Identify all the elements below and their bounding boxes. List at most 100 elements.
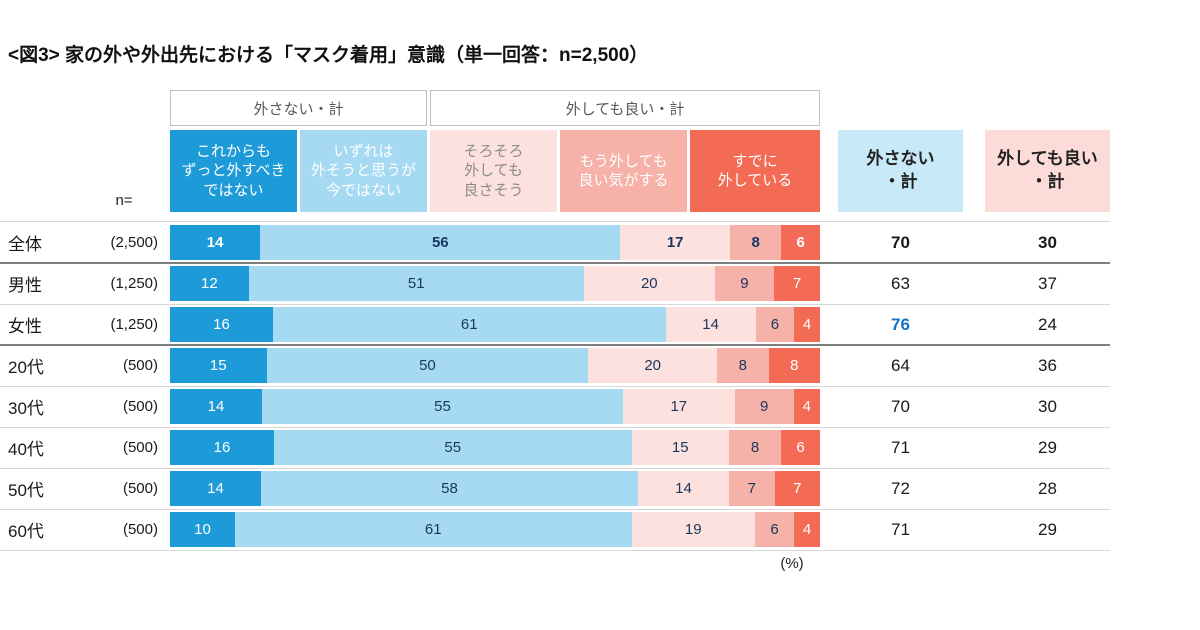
stacked-bar: 15 50 20 8 8	[170, 348, 820, 383]
group-header-ok-remove-total: 外しても良い・計	[430, 90, 820, 126]
bar-segment-1: 51	[248, 266, 584, 301]
bar-segment-3: 6	[755, 307, 795, 342]
summary-keep-on-total: 70	[891, 232, 910, 252]
row-divider	[0, 509, 1110, 510]
bar-segment-0: 10	[170, 512, 235, 547]
bar-segment-0: 15	[170, 348, 267, 383]
summary-keep-on-total: 71	[891, 519, 910, 539]
row-n-value: (500)	[122, 398, 158, 415]
stacked-bar: 10 61 19 6 4	[170, 512, 820, 547]
bar-segment-1: 50	[266, 348, 589, 383]
stacked-bar: 12 51 20 9 7	[170, 266, 820, 301]
bar-segment-3: 8	[729, 225, 782, 260]
bar-segment-0: 12	[170, 266, 249, 301]
bar-segment-2: 19	[631, 512, 755, 547]
bar-segment-3: 8	[729, 430, 781, 465]
legend-item-1: いずれは 外そうと思うが 今ではない	[300, 130, 427, 212]
row-divider	[0, 344, 1110, 346]
chart-row-7: 60代 (500) 10 61 19 6 4 71 29	[0, 509, 1110, 550]
stacked-bar: 14 55 17 9 4	[170, 389, 820, 424]
row-divider	[0, 427, 1110, 428]
row-category-label: 50代	[8, 481, 44, 500]
row-n-value: (500)	[122, 480, 158, 497]
unit-percent-label: (%)	[780, 555, 804, 572]
bar-segment-3: 8	[717, 348, 769, 383]
bar-segment-2: 20	[588, 348, 718, 383]
bar-segment-2: 15	[631, 430, 729, 465]
bar-segment-3: 7	[729, 471, 775, 506]
row-divider	[0, 468, 1110, 469]
bar-segment-4: 7	[774, 471, 820, 506]
row-category-label: 男性	[8, 276, 42, 295]
chart-row-3: 20代 (500) 15 50 20 8 8 64 36	[0, 345, 1110, 386]
summary-ok-remove-total: 30	[1038, 232, 1057, 252]
summary-ok-remove-total: 36	[1038, 355, 1057, 375]
chart-row-4: 30代 (500) 14 55 17 9 4 70 30	[0, 386, 1110, 427]
row-category-label: 全体	[8, 235, 42, 254]
chart-row-2: 女性 (1,250) 16 61 14 6 4 76 24	[0, 304, 1110, 345]
row-n-value: (500)	[122, 521, 158, 538]
group-header-keep-on-total: 外さない・計	[170, 90, 427, 126]
table-top-border	[0, 221, 1110, 222]
row-divider	[0, 262, 1110, 264]
bar-segment-1: 61	[235, 512, 632, 547]
bar-segment-1: 61	[272, 307, 666, 342]
summary-ok-remove-total: 29	[1038, 519, 1057, 539]
stacked-bar: 16 61 14 6 4	[170, 307, 820, 342]
chart-row-1: 男性 (1,250) 12 51 20 9 7 63 37	[0, 263, 1110, 304]
summary-ok-remove-total: 29	[1038, 437, 1057, 457]
n-equals-label: n=	[115, 191, 133, 209]
summary-keep-on-total: 63	[891, 273, 910, 293]
summary-ok-remove-total: 37	[1038, 273, 1057, 293]
chart-title: <図3> 家の外や外出先における「マスク着用」意識（単一回答：n=2,500）	[8, 45, 649, 66]
stacked-bar: 16 55 15 8 6	[170, 430, 820, 465]
bar-segment-4: 4	[794, 512, 820, 547]
bar-segment-1: 58	[261, 471, 638, 506]
bar-segment-4: 6	[781, 225, 820, 260]
bar-segment-2: 20	[583, 266, 715, 301]
bar-segment-4: 4	[793, 389, 820, 424]
row-n-value: (1,250)	[110, 316, 158, 333]
bar-segment-3: 6	[755, 512, 794, 547]
chart-row-5: 40代 (500) 16 55 15 8 6 71 29	[0, 427, 1110, 468]
row-n-value: (500)	[122, 357, 158, 374]
row-category-label: 60代	[8, 522, 44, 541]
row-n-value: (1,250)	[110, 275, 158, 292]
row-category-label: 40代	[8, 440, 44, 459]
row-divider	[0, 550, 1110, 551]
chart-row-6: 50代 (500) 14 58 14 7 7 72 28	[0, 468, 1110, 509]
bar-segment-2: 14	[665, 307, 756, 342]
bar-segment-0: 16	[170, 430, 274, 465]
summary-ok-remove-total: 28	[1038, 478, 1057, 498]
stacked-bar: 14 56 17 8 6	[170, 225, 820, 260]
row-n-value: (500)	[122, 439, 158, 456]
bar-segment-0: 14	[170, 225, 261, 260]
bar-segment-2: 14	[638, 471, 729, 506]
summary-ok-remove-total: 24	[1038, 314, 1057, 334]
legend-item-4: すでに 外している	[690, 130, 820, 212]
stacked-bar: 14 58 14 7 7	[170, 471, 820, 506]
row-category-label: 20代	[8, 358, 44, 377]
bar-segment-1: 56	[260, 225, 621, 260]
summary-keep-on-total: 64	[891, 355, 910, 375]
legend-item-2: そろそろ 外しても 良さそう	[430, 130, 557, 212]
chart-row-0: 全体 (2,500) 14 56 17 8 6 70 30	[0, 222, 1110, 263]
summary-keep-on-total: 70	[891, 396, 910, 416]
bar-segment-1: 55	[274, 430, 632, 465]
bar-segment-1: 55	[261, 389, 624, 424]
bar-segment-4: 6	[781, 430, 820, 465]
bar-segment-2: 17	[620, 225, 730, 260]
bar-segment-4: 7	[774, 266, 820, 301]
bar-segment-3: 9	[734, 389, 794, 424]
legend-item-0: これからも ずっと外すべき ではない	[170, 130, 297, 212]
summary-header-ok-remove: 外しても良い ・計	[985, 130, 1110, 212]
bar-segment-4: 8	[768, 348, 820, 383]
bar-segment-2: 17	[623, 389, 735, 424]
row-category-label: 女性	[8, 317, 42, 336]
row-divider	[0, 386, 1110, 387]
bar-segment-0: 14	[170, 471, 261, 506]
bar-segment-3: 9	[714, 266, 775, 301]
row-category-label: 30代	[8, 399, 44, 418]
